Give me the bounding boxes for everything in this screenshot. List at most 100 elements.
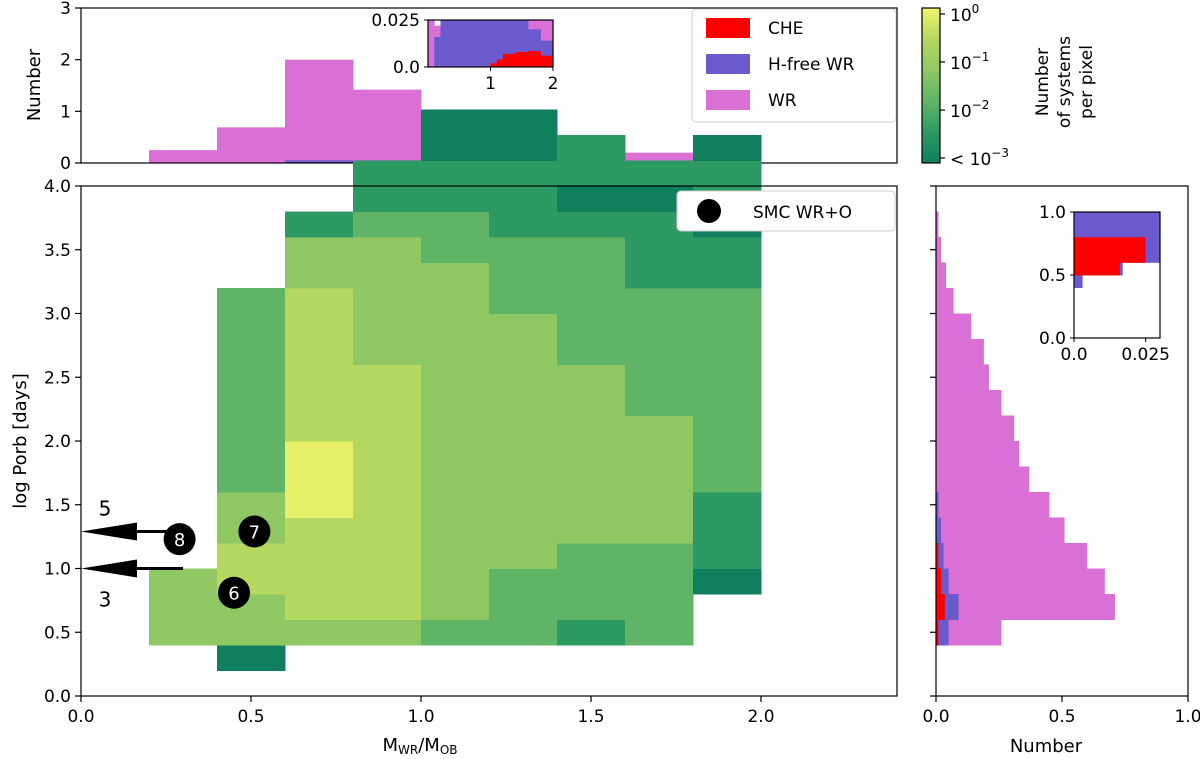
heatmap-cell: [421, 262, 490, 289]
right-histogram-bars: [936, 211, 1115, 646]
top-y-tick-label: 3: [60, 0, 71, 19]
arrow-label: 3: [99, 588, 112, 612]
heatmap-cell: [421, 135, 490, 161]
top-hist-bar: [149, 150, 218, 163]
top-inset-x-tick-label: 2: [548, 74, 559, 94]
main-legend-box: [676, 190, 896, 232]
heatmap-cell: [353, 441, 422, 467]
right-hist-bar: [936, 517, 1065, 544]
heatmap-cell: [489, 186, 558, 212]
heatmap-cell: [217, 390, 286, 416]
main-x-tick-label: 2.0: [747, 707, 774, 727]
top-hist-bar: [353, 89, 422, 163]
colorbar-tick-exponent: −1: [972, 50, 990, 64]
arrow-label: 5: [99, 497, 112, 521]
heatmap-cell: [285, 364, 354, 391]
right-hist-bar: [936, 492, 939, 518]
heatmap-cell: [557, 568, 626, 595]
heatmap-cell: [625, 288, 694, 314]
heatmap-cell: [217, 288, 286, 314]
right-inset-y-tick-label: 1.0: [1039, 203, 1066, 223]
main-y-tick-label: 2.5: [44, 368, 71, 388]
heatmap-cell: [217, 619, 286, 646]
heatmap-cell: [217, 466, 286, 493]
heatmap-cell: [421, 160, 490, 187]
heatmap-cell: [557, 339, 626, 365]
right-x-label: Number: [1010, 736, 1083, 757]
heatmap-cell: [489, 109, 558, 136]
heatmap-cell: [489, 492, 558, 518]
heatmap-cell: [693, 517, 762, 544]
right-hist-bar: [936, 211, 939, 238]
right-x-tick-label: 1.0: [1174, 707, 1200, 727]
heatmap-cell: [421, 288, 490, 314]
colorbar-tick-label: 100: [950, 2, 979, 26]
heatmap-cell: [557, 594, 626, 620]
heatmap-cell: [625, 492, 694, 518]
x-label-sub-ob: OB: [440, 743, 458, 757]
heatmap-cell: [421, 594, 490, 620]
right-hist-bar: [936, 339, 984, 365]
heatmap-cell: [557, 364, 626, 391]
colorbar-label-line3: per pixel: [1077, 45, 1097, 119]
main-x-ticks: 0.0 0.5 1.0 1.5 2.0: [67, 696, 775, 727]
observed-point-label: 7: [249, 523, 260, 544]
heatmap-cell: [557, 543, 626, 569]
heatmap-cell: [489, 441, 558, 467]
top-inset-bar: [503, 53, 516, 67]
heatmap-cell: [557, 237, 626, 263]
top-legend: CHE H-free WR WR: [691, 8, 897, 123]
heatmap-cell: [285, 339, 354, 365]
heatmap-cell: [625, 364, 694, 391]
heatmap-cell: [285, 262, 354, 289]
heatmap-cell: [353, 262, 422, 289]
top-inset-bar: [515, 51, 529, 67]
heatmap-cell: [353, 492, 422, 518]
top-y-tick-label: 0: [60, 154, 71, 174]
heatmap-cell: [353, 390, 422, 416]
heatmap-cell: [489, 568, 558, 595]
heatmap-cell: [217, 339, 286, 365]
colorbar-tick-label: 10−2: [950, 98, 989, 122]
colorbar-tick-exponent: −2: [972, 98, 990, 112]
heatmap-cell: [489, 517, 558, 544]
main-legend: SMC WR+O: [676, 190, 896, 232]
right-hist-bar: [936, 390, 1002, 416]
heatmap-cell: [489, 135, 558, 161]
right-hist-bar: [936, 415, 1015, 442]
heatmap-cell: [217, 364, 286, 391]
right-x-tick-label: 0.0: [922, 707, 949, 727]
heatmap-cell: [693, 339, 762, 365]
heatmap-cell: [217, 492, 286, 518]
x-label-m: M: [382, 735, 398, 756]
right-hist-bar: [936, 568, 942, 595]
main-y-tick-label: 4.0: [44, 177, 71, 197]
main-x-tick-label: 0.5: [237, 707, 264, 727]
heatmap-cell: [421, 415, 490, 442]
heatmap-cell: [625, 568, 694, 595]
heatmap-cell: [489, 313, 558, 340]
heatmap-cell: [557, 160, 626, 187]
heatmap-cell: [489, 211, 558, 238]
top-inset-bar: [496, 20, 504, 67]
right-inset-histogram: 0.0 0.025 0.0 0.5 1.0: [1039, 203, 1170, 365]
legend-swatch-hfree: [706, 54, 750, 74]
top-hist-bar: [285, 59, 354, 163]
heatmap-cell: [489, 339, 558, 365]
heatmap-cell: [557, 466, 626, 493]
heatmap-cell: [285, 415, 354, 442]
heatmap-cell: [285, 313, 354, 340]
colorbar-tick-base: 10: [950, 54, 972, 74]
top-inset-bar: [428, 20, 435, 67]
heatmap-cell: [421, 568, 490, 595]
top-inset-bar: [440, 20, 454, 67]
heatmap-cell: [217, 645, 286, 671]
heatmap-cell: [693, 160, 762, 187]
heatmap-cell: [353, 543, 422, 569]
top-inset-y-tick-label: 0.025: [371, 11, 420, 31]
top-inset-bar: [453, 20, 466, 67]
top-inset-histogram: 1 2 0.0 0.025: [371, 11, 558, 94]
heatmap-cell: [693, 313, 762, 340]
